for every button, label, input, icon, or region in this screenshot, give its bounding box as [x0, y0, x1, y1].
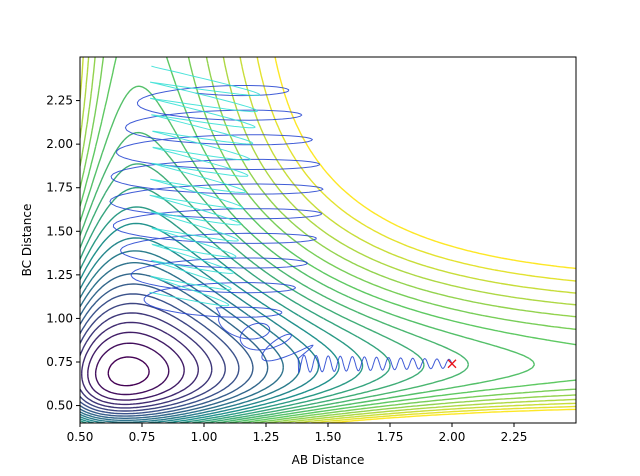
y-tick-label: 2.25: [46, 94, 73, 108]
contour-level: [80, 283, 254, 417]
x-tick-label: 1.25: [253, 430, 280, 444]
contour-level: [87, 331, 185, 401]
x-tick-label: 0.75: [129, 430, 156, 444]
x-axis-label: AB Distance: [292, 453, 365, 467]
y-tick-label: 0.75: [46, 355, 73, 369]
trajectory-line: [109, 85, 453, 374]
x-tick-label: 1.75: [377, 430, 404, 444]
trajectory-trace: [149, 65, 261, 307]
contour-level: [80, 293, 240, 415]
contour-level: [80, 302, 226, 412]
contour-level: [81, 321, 199, 406]
start-marker: [447, 359, 457, 369]
y-tick-label: 1.25: [46, 268, 73, 282]
contour-level: [80, 237, 320, 423]
contour-level: [80, 222, 340, 423]
y-tick-label: 0.50: [46, 399, 73, 413]
x-tick-label: 0.50: [67, 430, 94, 444]
contour-level: [94, 342, 170, 396]
contour-level: [80, 262, 284, 421]
x-axis-ticks: 0.50 0.75 1.00 1.25 1.50 1.75 2.00 2.25: [67, 423, 528, 444]
y-tick-label: 1.00: [46, 311, 73, 325]
y-tick-label: 1.75: [46, 181, 73, 195]
contour-level: [80, 57, 576, 423]
x-tick-label: 2.25: [501, 430, 528, 444]
y-axis-ticks: 0.50 0.75 1.00 1.25 1.50 1.75 2.00 2.25: [46, 94, 80, 413]
y-axis-label: BC Distance: [20, 204, 34, 277]
x-tick-label: 1.00: [191, 430, 218, 444]
contour-level: [80, 273, 269, 419]
y-tick-label: 2.00: [46, 137, 73, 151]
contour-level: [80, 312, 213, 409]
x-tick-label: 2.00: [439, 430, 466, 444]
x-tick-label: 1.50: [315, 430, 342, 444]
y-tick-label: 1.50: [46, 224, 73, 238]
contour-level: [107, 356, 150, 387]
contour-level: [80, 206, 364, 423]
trajectory: [109, 65, 457, 374]
